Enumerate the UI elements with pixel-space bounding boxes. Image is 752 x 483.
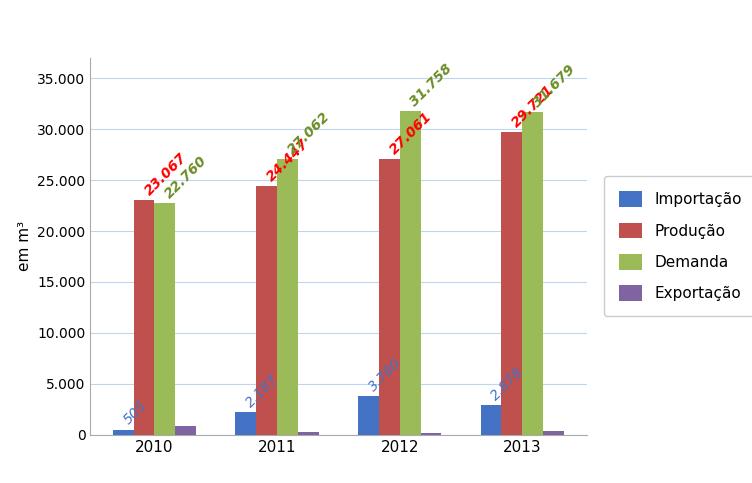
Bar — [298, 432, 319, 435]
Bar — [113, 429, 134, 435]
Text: 2.878: 2.878 — [489, 365, 526, 403]
Text: 29.721: 29.721 — [509, 83, 557, 130]
Bar — [379, 159, 400, 435]
Text: 27.061: 27.061 — [387, 110, 435, 157]
Bar — [502, 132, 523, 435]
Text: 23.067: 23.067 — [141, 150, 190, 198]
Y-axis label: em m³: em m³ — [17, 221, 32, 271]
Text: 505: 505 — [121, 399, 150, 427]
Bar — [481, 405, 502, 435]
Text: 31.679: 31.679 — [530, 62, 578, 110]
Bar — [175, 426, 196, 435]
Text: 27.062: 27.062 — [285, 110, 332, 157]
Bar — [420, 433, 441, 435]
Bar — [523, 112, 543, 435]
Text: 3.780: 3.780 — [366, 356, 404, 394]
Text: 31.758: 31.758 — [408, 62, 455, 109]
Bar — [400, 112, 420, 435]
Bar — [256, 186, 277, 435]
Bar — [543, 431, 564, 435]
Bar — [358, 396, 379, 435]
Text: 2.187: 2.187 — [244, 372, 281, 411]
Bar — [277, 159, 298, 435]
Text: 22.760: 22.760 — [162, 153, 210, 201]
Bar — [154, 203, 175, 435]
Legend: Importação, Produção, Demanda, Exportação: Importação, Produção, Demanda, Exportaçã… — [604, 176, 752, 316]
Bar — [134, 200, 154, 435]
Bar — [235, 412, 256, 435]
Text: 24.447: 24.447 — [264, 136, 312, 184]
